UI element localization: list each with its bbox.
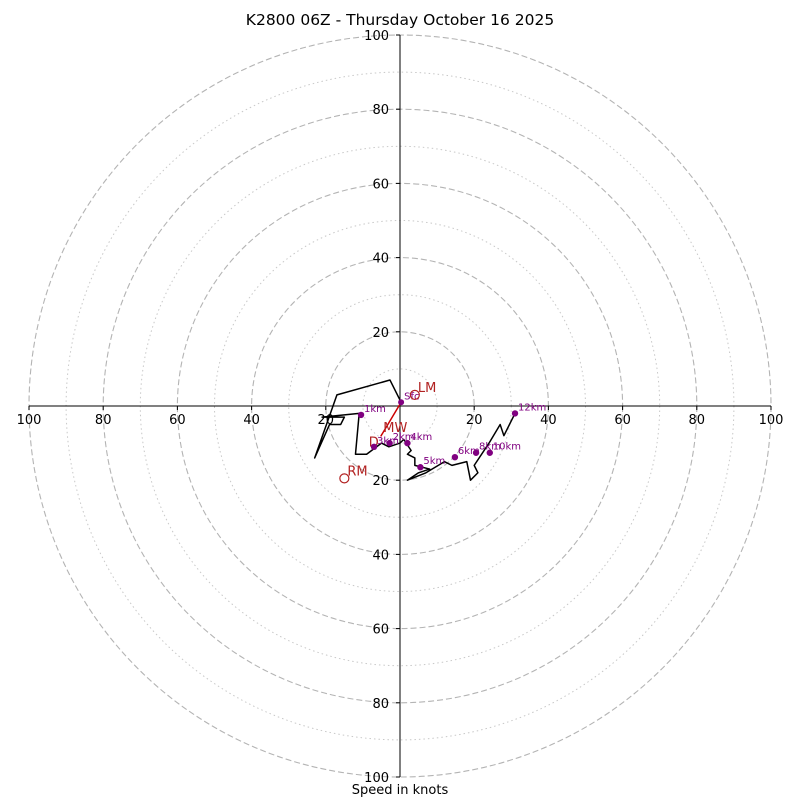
- y-tick-label: 100: [364, 771, 389, 786]
- height-marker-label: 2km: [393, 432, 415, 443]
- x-tick-label: 80: [95, 413, 112, 428]
- height-marker-point: [357, 411, 365, 419]
- height-marker-label: 3km: [377, 436, 399, 447]
- y-tick-label: 80: [372, 697, 389, 712]
- y-tick-label: 100: [364, 29, 389, 44]
- height-marker-point: [451, 453, 459, 461]
- storm-motion-label: MW: [383, 421, 407, 436]
- height-marker-point: [370, 443, 378, 451]
- height-marker-label: Sfc: [404, 391, 419, 402]
- y-tick-label: 80: [372, 103, 389, 118]
- height-marker-label: 10km: [493, 442, 521, 453]
- hodograph-line: [313, 379, 516, 481]
- x-tick-label: 100: [759, 413, 784, 428]
- height-marker-point: [511, 410, 519, 417]
- y-tick-label: 20: [372, 326, 389, 341]
- y-tick-label: 60: [372, 177, 389, 192]
- height-marker-point: [417, 464, 424, 471]
- height-marker-point: [486, 449, 493, 456]
- height-marker-point: [386, 439, 393, 447]
- storm-motion-point: [409, 389, 420, 400]
- x-tick-label: 40: [243, 413, 260, 428]
- storm-motion-label: LM: [418, 381, 436, 396]
- height-marker-label: 8km: [479, 442, 501, 453]
- storm-motion-markers: LM RM MW: [339, 381, 436, 484]
- height-marker-point: [404, 439, 411, 447]
- x-tick-label: 60: [614, 413, 631, 428]
- height-marker-label: 4km: [410, 432, 432, 443]
- height-marker-point: [398, 399, 405, 406]
- x-tick-label: 20: [466, 413, 483, 428]
- x-tick-label: 100: [17, 413, 42, 428]
- height-marker-label: 5km: [423, 456, 445, 467]
- y-tick-label: 20: [372, 474, 389, 489]
- height-marker-label: 6km: [458, 446, 480, 457]
- y-tick-label: 40: [372, 252, 389, 267]
- y-tick-label: 40: [372, 548, 389, 563]
- shear-vector: [380, 401, 402, 437]
- storm-motion-label: RM: [347, 464, 367, 479]
- shear-marker-label: D: [369, 435, 379, 450]
- x-tick-label: 80: [689, 413, 706, 428]
- x-tick-label: 40: [540, 413, 557, 428]
- chart-title: K2800 06Z - Thursday October 16 2025: [245, 11, 555, 29]
- x-axis-label: Speed in knots: [351, 783, 449, 798]
- height-marker-label: 12km: [518, 402, 546, 413]
- height-marker-point: [472, 449, 480, 456]
- x-tick-label: 60: [169, 413, 186, 428]
- y-tick-label: 60: [372, 623, 389, 638]
- hodograph-trace: D: [313, 379, 516, 481]
- storm-motion-point: [339, 473, 350, 484]
- axes: [29, 35, 771, 777]
- height-marker-label: 1km: [364, 404, 386, 415]
